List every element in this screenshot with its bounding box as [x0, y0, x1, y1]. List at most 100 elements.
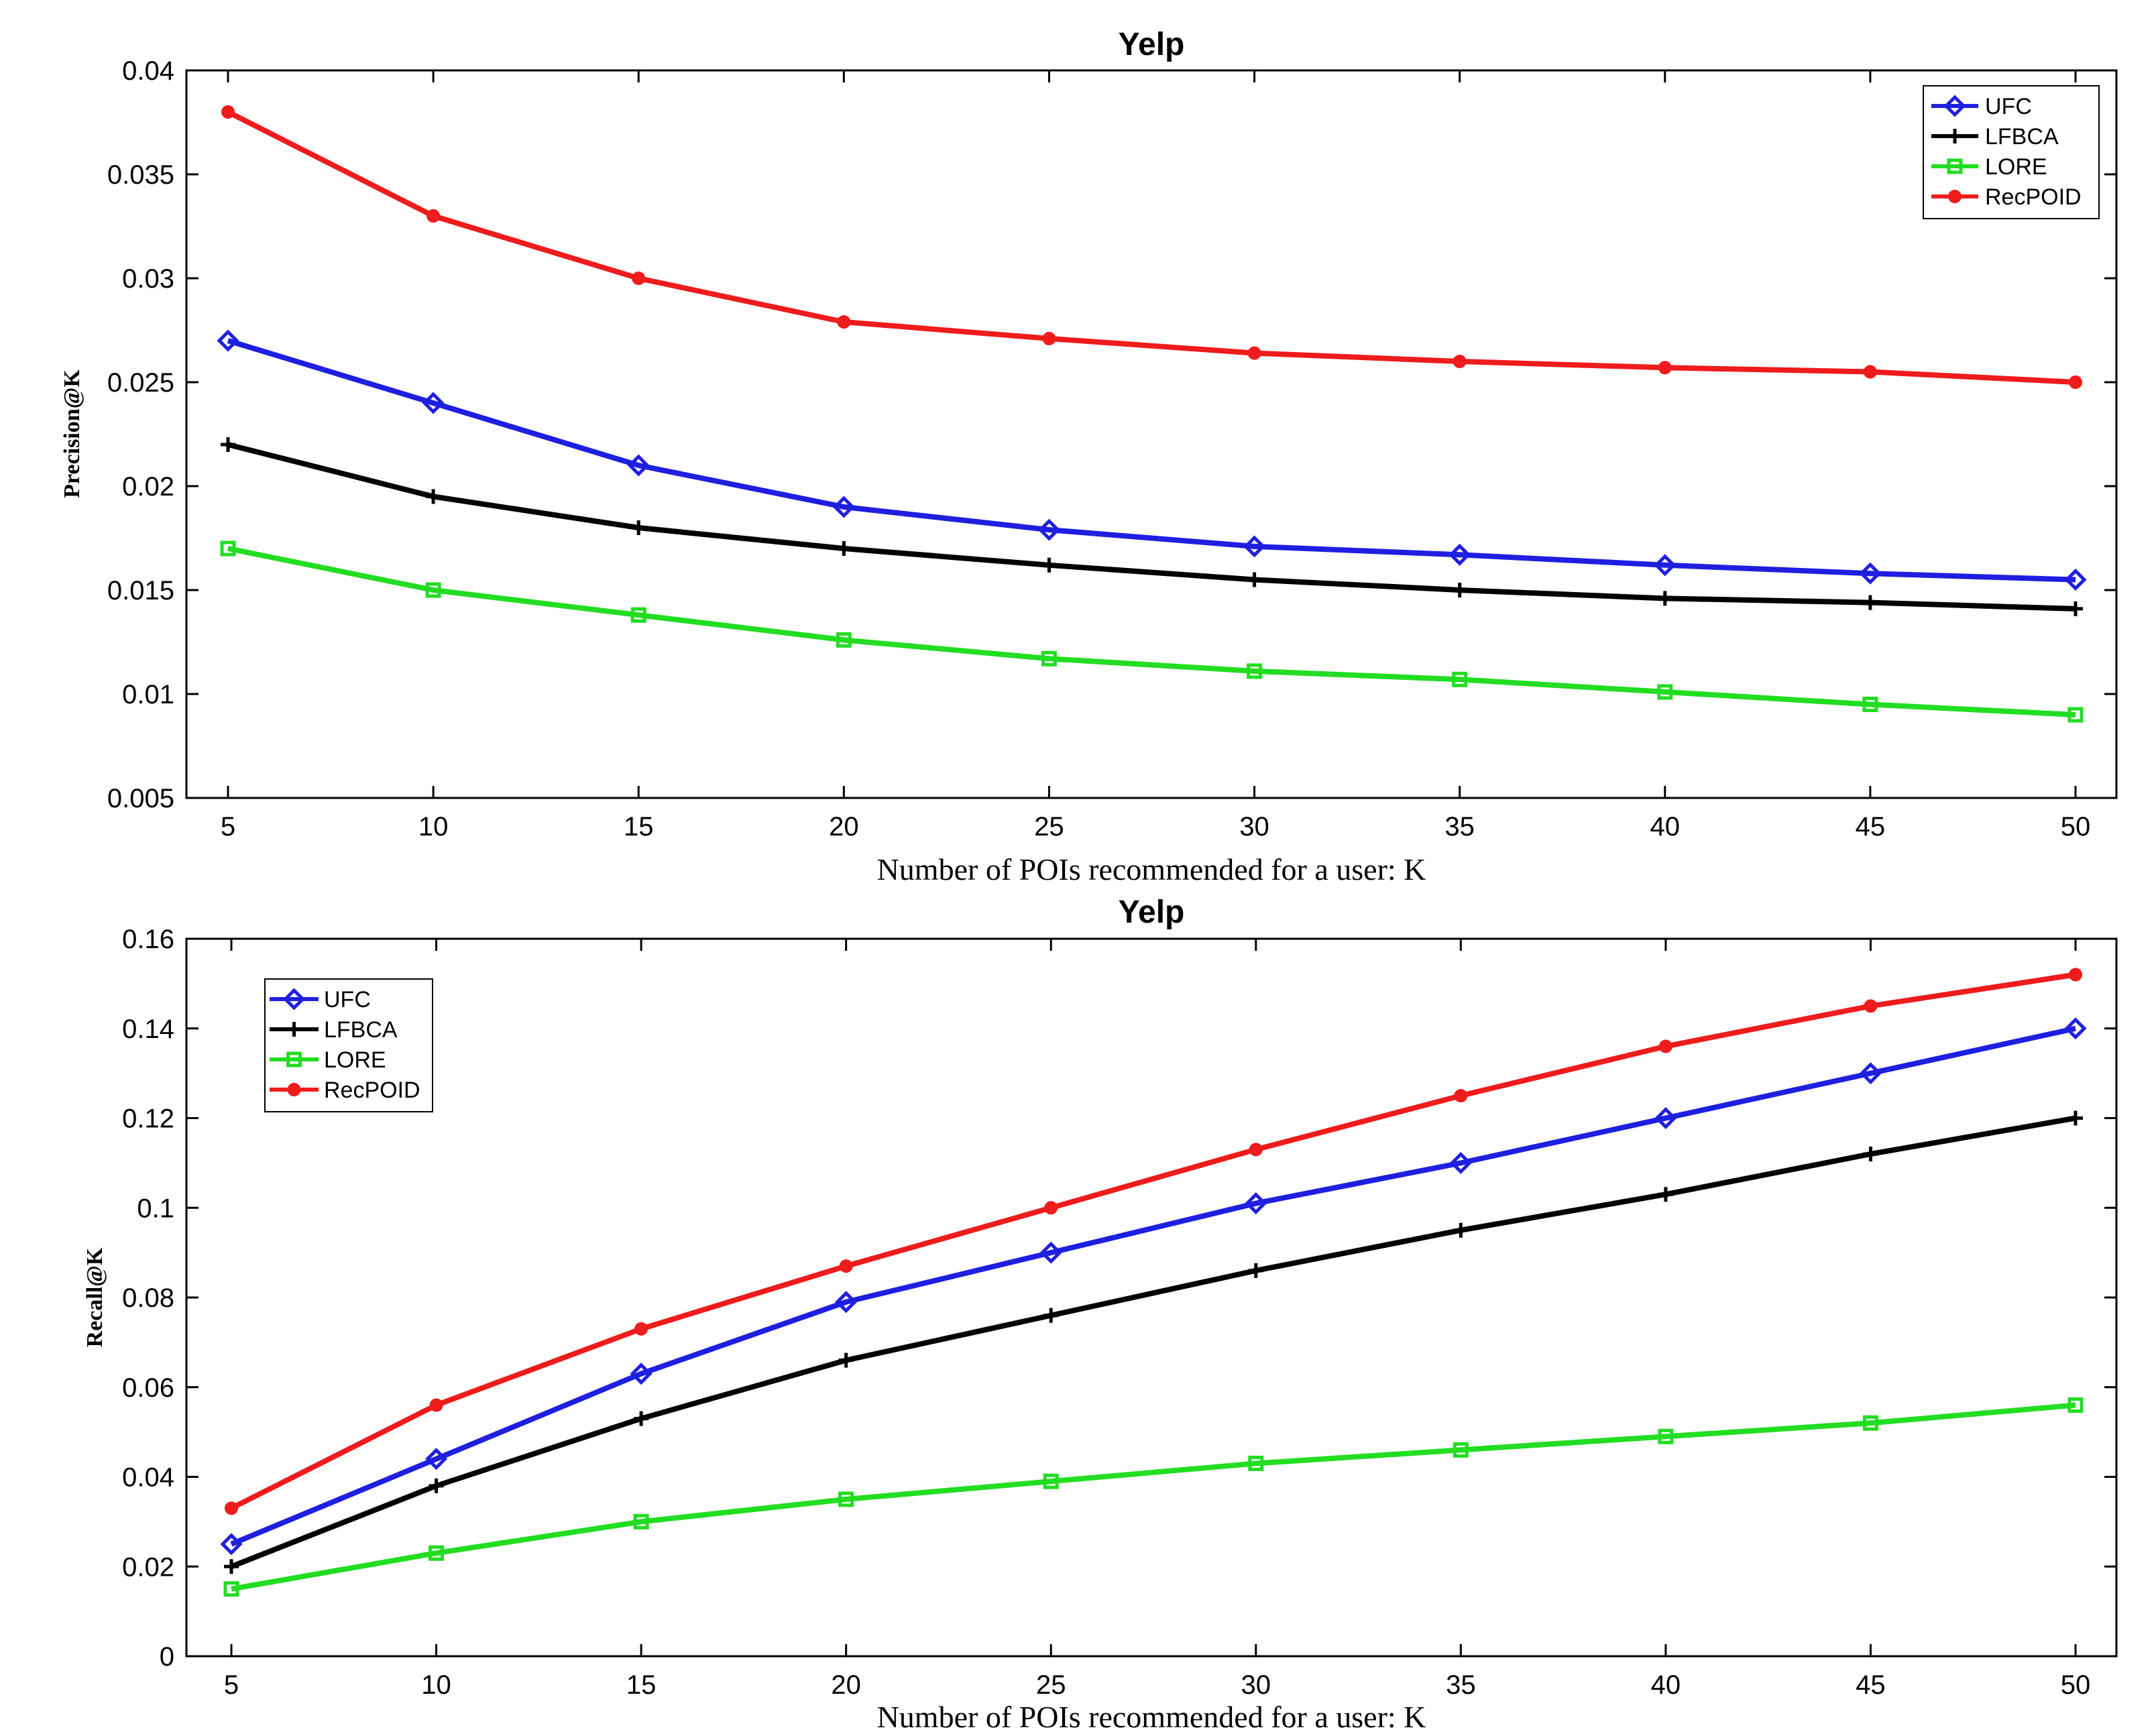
data-point-marker — [2064, 1017, 2087, 1040]
series-recpoid — [221, 105, 2082, 389]
data-point-marker — [1864, 999, 1878, 1013]
series-lore — [220, 540, 2084, 723]
x-tick-label: 5 — [221, 812, 235, 842]
data-point-marker — [836, 541, 852, 556]
data-point-marker — [1039, 1241, 1062, 1264]
data-point-marker — [1654, 554, 1677, 577]
x-tick-label: 30 — [1239, 812, 1269, 842]
series-line — [227, 338, 2076, 583]
y-tick-label: 0.12 — [122, 1104, 174, 1134]
data-point-marker — [1657, 684, 1673, 700]
data-point-marker — [1248, 1263, 1263, 1278]
legend-entry-lfbca: LFBCA — [1931, 124, 2059, 150]
x-axis-label: Number of POIs recommended for a user: K — [877, 1700, 1426, 1734]
x-tick-label: 20 — [831, 1670, 861, 1700]
y-tick-label: 0.01 — [122, 680, 174, 709]
x-tick-label: 25 — [1034, 812, 1064, 842]
legend-label: LORE — [1985, 154, 2047, 180]
x-tick-label: 10 — [418, 812, 449, 842]
legend-entry-lfbca: LFBCA — [270, 1017, 398, 1043]
data-point-marker — [1042, 331, 1056, 345]
axis-ticks: 5 10 15 20 25 30 35 40 45 50 0.005 0.01 0.015 0.02 0.0… — [107, 56, 2116, 842]
precision-chart: Yelp Number of POIs recommended for a us… — [60, 27, 2118, 886]
legend-entry-ufc: UFC — [270, 987, 371, 1013]
x-tick-label: 40 — [1650, 812, 1681, 842]
data-point-marker — [2069, 968, 2082, 982]
data-point-marker — [1453, 355, 1467, 368]
data-point-marker — [1247, 346, 1261, 360]
series-lfbca — [224, 1110, 2083, 1574]
x-axis-label: Number of POIs recommended for a user: K — [877, 852, 1426, 886]
y-tick-label: 0.06 — [122, 1373, 174, 1403]
legend: UFC LFBCA LORE RecPOID — [1923, 85, 2100, 219]
data-point-marker — [1245, 1192, 1267, 1215]
data-point-marker — [221, 437, 235, 452]
data-point-marker — [221, 105, 235, 119]
data-point-marker — [1452, 671, 1468, 687]
data-point-marker — [1449, 1151, 1472, 1174]
y-tick-label: 0.02 — [122, 472, 174, 502]
y-tick-label: 0.14 — [122, 1015, 174, 1044]
data-point-marker — [1243, 535, 1266, 558]
data-point-marker — [837, 315, 851, 329]
series-line — [227, 546, 2076, 717]
x-tick-label: 50 — [2061, 1670, 2091, 1700]
data-point-marker — [1043, 1473, 1059, 1489]
data-point-marker — [286, 1022, 302, 1037]
data-point-marker — [634, 1322, 648, 1336]
data-point-marker — [1863, 365, 1877, 379]
x-tick-label: 45 — [1856, 812, 1886, 842]
legend-label: LORE — [324, 1047, 386, 1073]
data-point-marker — [838, 1491, 854, 1507]
x-tick-label: 45 — [1856, 1670, 1886, 1700]
series-group — [220, 968, 2087, 1597]
x-tick-label: 30 — [1241, 1670, 1271, 1700]
y-tick-label: 0.02 — [122, 1552, 174, 1582]
data-point-marker — [1247, 663, 1263, 679]
data-point-marker — [220, 1533, 243, 1556]
data-point-marker — [630, 607, 646, 623]
data-point-marker — [1453, 1222, 1469, 1238]
data-point-marker — [836, 632, 852, 648]
x-tick-label: 15 — [624, 812, 654, 842]
data-point-marker — [1043, 1308, 1059, 1323]
data-point-marker — [1859, 1062, 1882, 1085]
x-tick-label: 15 — [626, 1670, 657, 1700]
data-point-marker — [422, 392, 445, 414]
data-point-marker — [1862, 697, 1878, 712]
y-tick-label: 0.03 — [122, 264, 174, 294]
data-point-marker — [429, 1545, 445, 1561]
data-point-marker — [1044, 1201, 1058, 1215]
series-line — [230, 972, 2076, 1511]
axis-ticks: 5 10 15 20 25 30 35 40 45 50 0 0.02 0.04 0.06 0.08 0.1 0… — [122, 925, 2116, 1700]
y-tick-label: 0.035 — [107, 160, 174, 190]
data-point-marker — [429, 1398, 443, 1412]
data-point-marker — [282, 988, 306, 1010]
y-tick-label: 0.025 — [107, 368, 174, 398]
y-tick-label: 0.16 — [122, 925, 174, 954]
data-point-marker — [1037, 518, 1060, 541]
y-tick-label: 0.04 — [122, 1463, 174, 1493]
data-point-marker — [220, 540, 236, 557]
legend-label: LFBCA — [1985, 124, 2059, 150]
y-axis-label: Precision@K — [60, 369, 84, 498]
data-point-marker — [1449, 543, 1471, 566]
y-tick-label: 0.005 — [107, 784, 174, 813]
y-tick-label: 0.015 — [107, 576, 174, 605]
data-point-marker — [1943, 95, 1966, 117]
legend-entry-recpoid: RecPOID — [270, 1078, 420, 1103]
data-point-marker — [425, 1448, 448, 1470]
series-line — [227, 109, 2076, 385]
data-point-marker — [1948, 190, 1962, 203]
data-point-marker — [1452, 583, 1467, 597]
x-tick-label: 40 — [1651, 1670, 1681, 1700]
series-recpoid — [225, 968, 2082, 1515]
series-line — [230, 1115, 2076, 1569]
y-tick-label: 0.08 — [122, 1283, 174, 1313]
legend-label: UFC — [1985, 94, 2032, 119]
recall-chart: Yelp Number of POIs recommended for a us… — [82, 894, 2118, 1734]
x-tick-label: 25 — [1036, 1670, 1066, 1700]
legend-label: RecPOID — [1985, 184, 2082, 210]
data-point-marker — [1249, 1143, 1263, 1157]
plot-area — [185, 937, 2118, 1658]
